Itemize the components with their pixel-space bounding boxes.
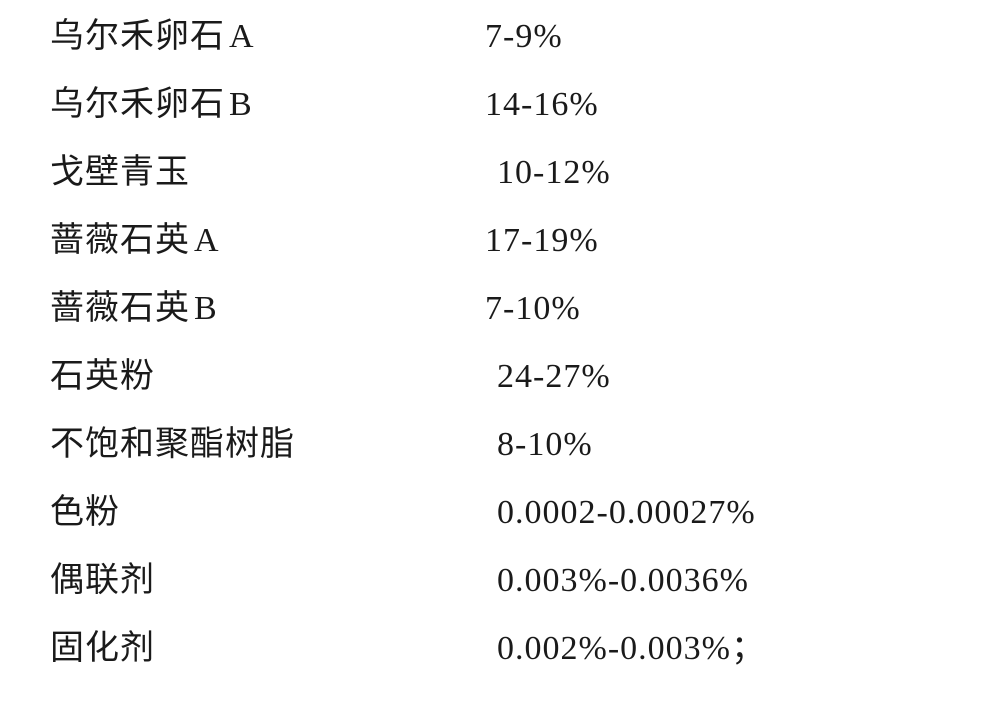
ingredient-label: 固化剂	[50, 632, 485, 666]
ingredient-label: 乌尔禾卵石B	[50, 88, 485, 122]
table-row: 不饱和聚酯树脂 8-10%	[50, 428, 960, 462]
table-row: 固化剂 0.002%-0.003%；	[50, 632, 960, 666]
table-row: 石英粉 24-27%	[50, 360, 960, 394]
composition-list: 乌尔禾卵石A 7-9% 乌尔禾卵石B 14-16% 戈壁青玉 10-12% 蔷薇…	[0, 0, 1000, 686]
ingredient-label: 乌尔禾卵石A	[50, 20, 485, 54]
ingredient-label: 蔷薇石英B	[50, 292, 485, 326]
table-row: 乌尔禾卵石B 14-16%	[50, 88, 960, 122]
ingredient-label: 偶联剂	[50, 564, 485, 598]
ingredient-label: 不饱和聚酯树脂	[50, 428, 485, 462]
ingredient-value: 17-19%	[485, 224, 599, 258]
table-row: 色粉 0.0002-0.00027%	[50, 496, 960, 530]
ingredient-value: 0.002%-0.003%；	[485, 632, 766, 666]
ingredient-label: 色粉	[50, 496, 485, 530]
ingredient-value: 0.0002-0.00027%	[485, 496, 756, 530]
ingredient-value: 24-27%	[485, 360, 611, 394]
table-row: 乌尔禾卵石A 7-9%	[50, 20, 960, 54]
ingredient-value: 7-10%	[485, 292, 581, 326]
ingredient-value: 0.003%-0.0036%	[485, 564, 749, 598]
table-row: 戈壁青玉 10-12%	[50, 156, 960, 190]
table-row: 蔷薇石英B 7-10%	[50, 292, 960, 326]
ingredient-value: 7-9%	[485, 20, 563, 54]
ingredient-label: 石英粉	[50, 360, 485, 394]
table-row: 偶联剂 0.003%-0.0036%	[50, 564, 960, 598]
ingredient-label: 蔷薇石英A	[50, 224, 485, 258]
table-row: 蔷薇石英A 17-19%	[50, 224, 960, 258]
ingredient-value: 14-16%	[485, 88, 599, 122]
ingredient-value: 10-12%	[485, 156, 611, 190]
ingredient-label: 戈壁青玉	[50, 156, 485, 190]
ingredient-value: 8-10%	[485, 428, 593, 462]
